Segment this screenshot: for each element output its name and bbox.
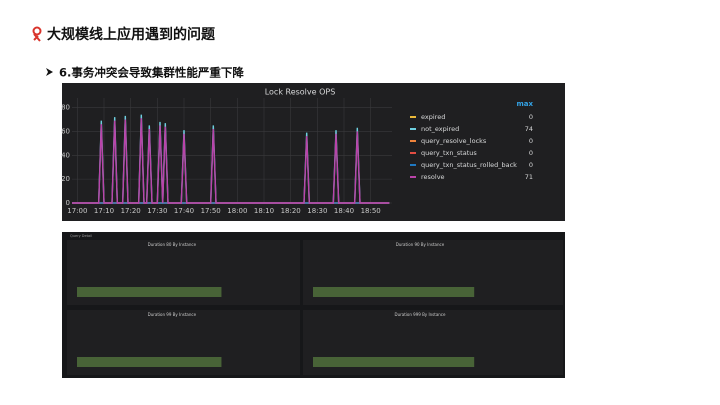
title-icon	[32, 26, 42, 42]
bullet	[46, 68, 53, 76]
detail-panel-title: Duration 999 By Instance	[395, 312, 446, 317]
y-tick-label: 0	[66, 199, 70, 207]
legend-max: 0	[529, 113, 533, 121]
subtitle: 6.事务冲突会导致集群性能严重下降	[59, 66, 244, 80]
detail-panel-title: Duration 99 By Instance	[148, 312, 197, 317]
legend-label: query_txn_status	[421, 149, 477, 157]
x-tick-label: 17:40	[174, 207, 194, 215]
x-tick-label: 18:00	[227, 207, 247, 215]
y-tick-label: 40	[61, 151, 70, 159]
legend-label: resolve	[421, 173, 445, 181]
legend-max: 74	[525, 125, 533, 133]
x-tick-label: 17:30	[147, 207, 167, 215]
legend-label: query_resolve_locks	[421, 137, 487, 145]
legend-max: 0	[529, 149, 533, 157]
x-tick-label: 18:30	[307, 207, 327, 215]
x-tick-label: 17:20	[121, 207, 141, 215]
y-tick-label: 80	[61, 104, 70, 112]
x-tick-label: 17:10	[94, 207, 114, 215]
legend-max: 0	[529, 137, 533, 145]
series-line	[72, 118, 390, 204]
x-tick-label: 17:50	[201, 207, 221, 215]
x-tick-label: 18:50	[361, 207, 381, 215]
legend-max: 0	[529, 161, 533, 169]
legend-header: max	[516, 100, 533, 108]
x-tick-label: 17:00	[67, 207, 87, 215]
slide-title: 大规模线上应用遇到的问题	[47, 26, 216, 43]
detail-band	[77, 287, 222, 297]
legend-label: not_expired	[421, 125, 459, 133]
main-panel	[62, 83, 565, 221]
x-tick-label: 18:40	[334, 207, 354, 215]
detail-band	[313, 357, 475, 367]
legend-label: expired	[421, 113, 445, 121]
x-tick-label: 18:10	[254, 207, 274, 215]
detail-header: Query Detail	[70, 234, 92, 238]
y-tick-label: 20	[61, 175, 70, 183]
panel-title: Lock Resolve OPS	[265, 88, 336, 97]
detail-band	[77, 357, 222, 367]
detail-band	[313, 287, 475, 297]
y-tick-label: 60	[61, 127, 70, 135]
legend-label: query_txn_status_rolled_back	[421, 161, 517, 169]
detail-panel-title: Duration 80 By Instance	[148, 242, 197, 247]
detail-panel-title: Duration 90 By Instance	[396, 242, 445, 247]
x-tick-label: 18:20	[281, 207, 301, 215]
legend-max: 71	[525, 173, 533, 181]
